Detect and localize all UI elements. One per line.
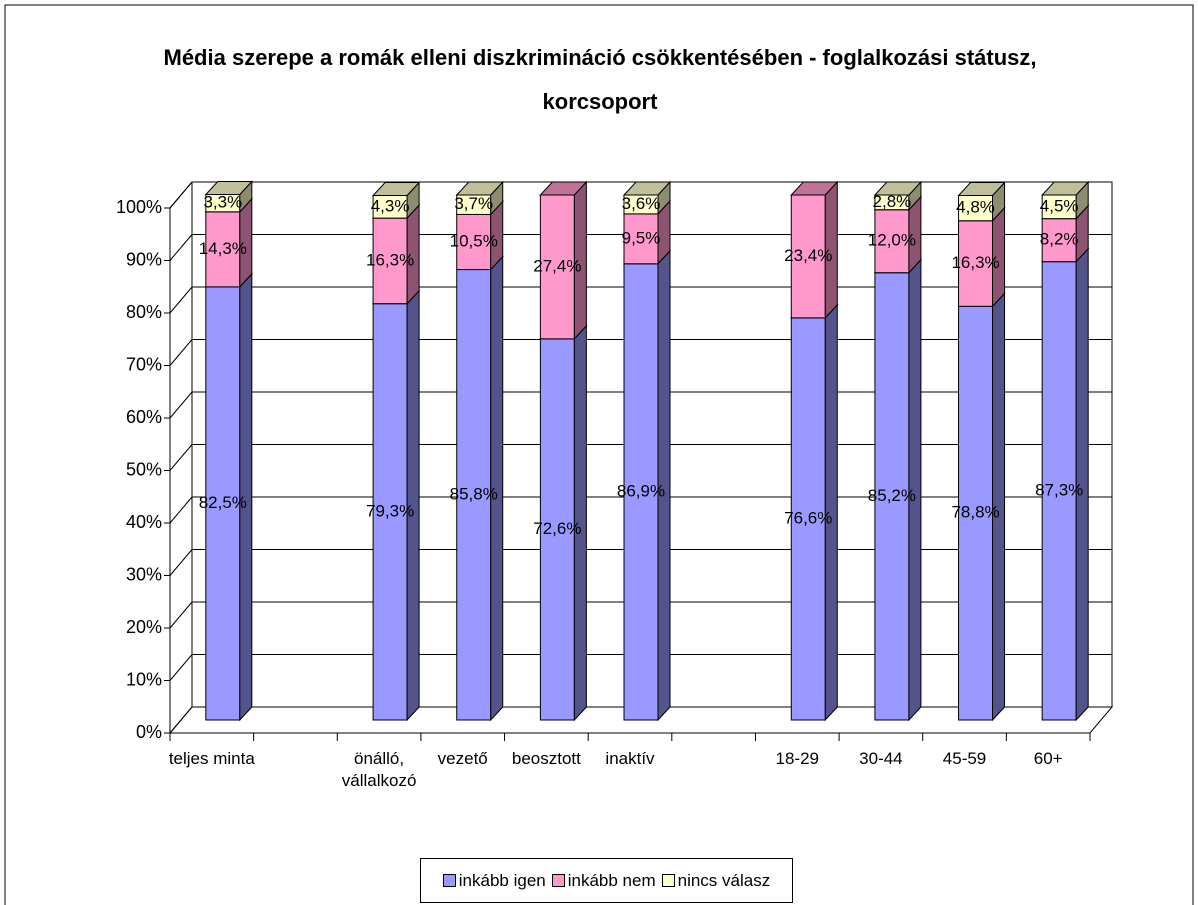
data-label: 14,3% <box>199 239 247 258</box>
data-label: 2,8% <box>873 192 912 211</box>
grid-line-side <box>169 496 193 524</box>
data-label: 23,4% <box>784 246 832 265</box>
grid-line-side <box>169 339 193 366</box>
x-tick-label: 45-59 <box>942 749 987 768</box>
grid-line-side <box>169 234 193 261</box>
bar-front <box>205 211 241 288</box>
data-label: 16,3% <box>366 250 414 269</box>
legend-swatch <box>551 874 565 887</box>
bar-top <box>1041 181 1090 196</box>
y-tick-label: 70% <box>126 354 162 374</box>
y-tick-label: 50% <box>126 459 162 479</box>
y-tick-label: 40% <box>126 512 162 532</box>
y-tick-label: 80% <box>126 302 162 322</box>
data-label: 16,3% <box>951 253 999 272</box>
bar-top <box>371 182 421 197</box>
data-label: 85,8% <box>450 484 498 503</box>
bar-front <box>958 195 994 222</box>
y-tick-label: 100% <box>116 197 162 217</box>
data-label: 3,6% <box>622 194 661 213</box>
bar-front <box>372 217 408 305</box>
grid-line-side <box>169 601 193 629</box>
legend-item: inkább nem <box>551 870 656 891</box>
data-label: 79,3% <box>366 501 414 520</box>
legend-label: nincs válasz <box>677 870 771 890</box>
legend-item: nincs válasz <box>661 870 771 891</box>
bar-top <box>790 181 839 196</box>
legend-item: inkább igen <box>442 870 546 891</box>
data-label: 78,8% <box>951 503 999 522</box>
bar-front <box>1041 218 1077 263</box>
bar-front <box>790 317 826 721</box>
x-tick-label: beosztott <box>511 749 581 768</box>
y-tick-label: 30% <box>126 564 162 584</box>
data-label: 12,0% <box>868 231 916 250</box>
bar-front <box>1041 261 1077 721</box>
bar-front <box>456 269 492 721</box>
data-label: 8,2% <box>1040 230 1079 249</box>
x-tick-label: inaktív <box>605 749 655 768</box>
y-tick-label: 90% <box>126 249 162 269</box>
data-label: 87,3% <box>1035 480 1083 499</box>
legend-label: inkább nem <box>567 870 656 890</box>
y-tick-label: 20% <box>126 617 162 637</box>
y-tick-label: 0% <box>136 722 162 742</box>
bar-top <box>539 181 588 196</box>
x-tick-label: vezető <box>437 749 488 768</box>
data-label: 76,6% <box>784 508 832 527</box>
legend-label: inkább igen <box>458 870 546 890</box>
grid-line-side <box>169 181 193 209</box>
data-label: 85,2% <box>868 486 916 505</box>
data-label: 4,8% <box>956 198 995 217</box>
frame <box>4 4 1194 905</box>
bar-top <box>957 182 1006 197</box>
legend-swatch <box>661 874 675 887</box>
bar-top <box>455 181 504 196</box>
data-label: 4,5% <box>1040 196 1079 215</box>
data-label: 10,5% <box>450 231 498 250</box>
x-tick-label: 60+ <box>1033 749 1063 768</box>
x-tick-label: 18-29 <box>775 749 819 768</box>
bar-top <box>873 181 923 196</box>
legend: inkább igen inkább nem nincs válasz <box>420 858 793 903</box>
grid-line-side <box>169 706 193 734</box>
bar-top <box>622 181 672 196</box>
data-label: 72,6% <box>533 519 581 538</box>
legend-swatch <box>442 874 456 887</box>
y-tick-label: 60% <box>126 407 162 427</box>
x-tick-label: önálló, vállalkozó <box>341 749 417 790</box>
data-label: 86,9% <box>617 481 665 500</box>
bar-top <box>204 180 253 195</box>
grid-line-side <box>169 549 193 576</box>
data-label: 9,5% <box>622 228 661 247</box>
bar-front <box>623 213 659 265</box>
data-label: 3,3% <box>203 193 242 212</box>
data-label: 4,3% <box>371 196 410 215</box>
bar-front <box>874 209 910 274</box>
grid-line-side <box>169 286 193 314</box>
grid-line-side <box>169 654 193 681</box>
data-label: 27,4% <box>533 256 581 275</box>
data-label: 82,5% <box>199 493 247 512</box>
y-tick-label: 10% <box>126 669 162 689</box>
chart-title: Média szerepe a romák elleni diszkriminá… <box>163 45 1037 114</box>
x-tick-label: 30-44 <box>859 749 903 768</box>
x-tick-label: teljes minta <box>168 749 255 768</box>
grid-line-side <box>169 391 193 419</box>
data-label: 3,7% <box>454 194 493 213</box>
grid-line-side <box>169 444 193 471</box>
